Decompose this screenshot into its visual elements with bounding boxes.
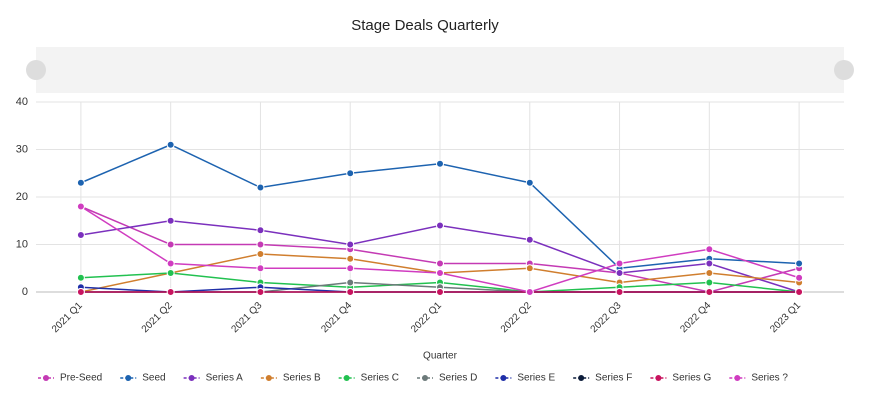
x-tick-label: 2022 Q1 xyxy=(409,300,444,335)
legend-label[interactable]: Series ? xyxy=(751,373,788,384)
legend-label[interactable]: Series D xyxy=(439,373,477,384)
data-point xyxy=(256,226,265,235)
chart-title: Stage Deals Quarterly xyxy=(351,17,499,34)
legend-label[interactable]: Series A xyxy=(206,373,244,384)
legend-marker xyxy=(655,375,662,381)
y-tick-label: 20 xyxy=(16,191,28,203)
legend-marker xyxy=(422,375,429,381)
data-point xyxy=(346,264,355,273)
legend-label[interactable]: Seed xyxy=(142,373,165,384)
data-point xyxy=(615,259,624,268)
legend-label[interactable]: Series E xyxy=(517,373,555,384)
data-point xyxy=(346,169,355,178)
x-axis-label: Quarter xyxy=(423,351,458,362)
data-point xyxy=(525,288,534,296)
legend-label[interactable]: Series B xyxy=(283,373,321,384)
data-point xyxy=(436,159,444,168)
legend-marker xyxy=(343,375,350,381)
data-point xyxy=(166,269,175,277)
data-point xyxy=(76,273,85,282)
data-point xyxy=(166,288,175,296)
data-point xyxy=(346,288,355,296)
data-point xyxy=(166,240,175,249)
legend-label[interactable]: Pre-Seed xyxy=(60,373,102,384)
data-point xyxy=(76,178,85,187)
data-point xyxy=(256,240,265,249)
data-point xyxy=(525,264,534,273)
data-point xyxy=(436,259,444,268)
legend-marker xyxy=(43,375,49,381)
data-point xyxy=(76,231,85,239)
data-point xyxy=(615,269,624,277)
x-tick-label: 2022 Q3 xyxy=(589,300,624,335)
data-point xyxy=(525,178,534,187)
data-point xyxy=(525,235,534,244)
y-tick-label: 0 xyxy=(22,286,28,298)
x-tick-label: 2021 Q3 xyxy=(230,300,265,335)
data-point xyxy=(705,269,714,277)
y-tick-label: 40 xyxy=(16,96,28,108)
legend-marker xyxy=(188,375,195,381)
data-point xyxy=(705,259,714,268)
data-point xyxy=(705,245,714,254)
legend-label[interactable]: Series C xyxy=(361,373,399,384)
data-point xyxy=(256,288,265,296)
data-point xyxy=(795,259,804,268)
legend-label[interactable]: Series F xyxy=(595,373,632,384)
slider-handle[interactable] xyxy=(834,60,854,80)
y-tick-label: 30 xyxy=(16,143,28,155)
x-tick-label: 2021 Q4 xyxy=(319,300,354,335)
data-point xyxy=(166,140,175,149)
data-point xyxy=(76,202,85,211)
range-slider[interactable] xyxy=(36,47,844,93)
legend-label[interactable]: Series G xyxy=(672,373,711,384)
data-point xyxy=(615,288,624,296)
legend-marker xyxy=(265,375,272,381)
data-point xyxy=(166,259,175,268)
data-point xyxy=(436,221,444,230)
data-point xyxy=(346,240,355,249)
data-point xyxy=(256,250,265,258)
x-tick-label: 2021 Q2 xyxy=(140,300,175,335)
x-tick-label: 2022 Q2 xyxy=(499,300,534,335)
data-point xyxy=(705,288,714,296)
data-point xyxy=(256,264,265,273)
legend-marker xyxy=(578,375,585,381)
slider-handle[interactable] xyxy=(26,60,46,80)
data-point xyxy=(436,288,444,296)
data-point xyxy=(795,273,804,282)
x-tick-label: 2023 Q1 xyxy=(768,300,803,335)
data-point xyxy=(166,216,175,225)
data-point xyxy=(76,288,85,296)
data-point xyxy=(346,254,355,263)
data-point xyxy=(705,278,714,287)
legend-marker xyxy=(734,375,741,381)
y-tick-label: 10 xyxy=(16,238,28,250)
legend-marker xyxy=(125,375,132,381)
legend-marker xyxy=(500,375,507,381)
data-point xyxy=(256,183,265,192)
data-point xyxy=(436,269,444,277)
data-point xyxy=(795,288,804,296)
x-tick-label: 2021 Q1 xyxy=(50,300,85,335)
x-tick-label: 2022 Q4 xyxy=(678,300,713,335)
data-point xyxy=(346,278,355,287)
